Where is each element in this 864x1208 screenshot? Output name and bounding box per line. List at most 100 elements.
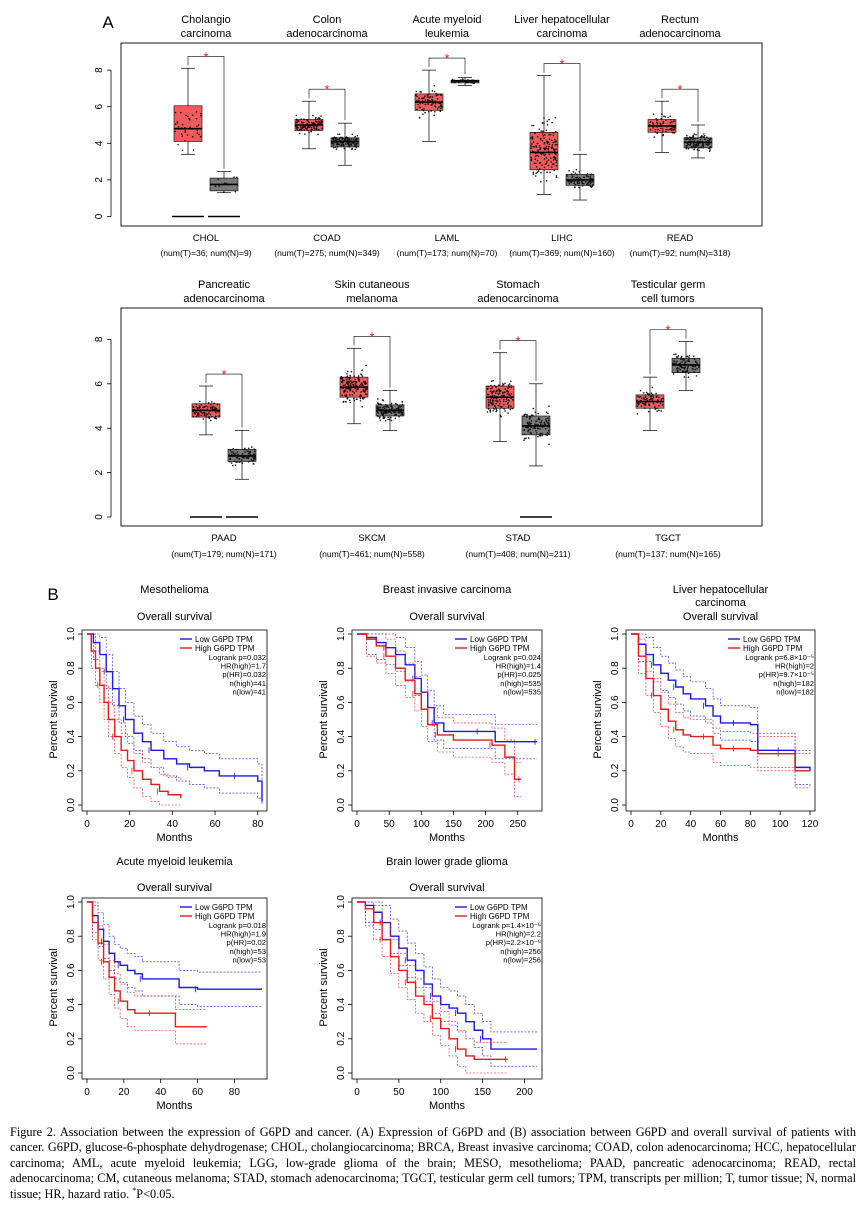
normal-data-point <box>523 433 525 436</box>
normal-data-point <box>686 367 689 369</box>
tumor-data-point <box>176 121 179 123</box>
tumor-data-point <box>650 392 653 395</box>
normal-data-point <box>703 133 705 135</box>
tumor-data-point <box>532 141 535 143</box>
km-title: Acute myeloid leukemia <box>116 856 233 868</box>
tumor-data-point <box>555 141 558 143</box>
km-frame <box>351 897 543 1080</box>
tumor-data-point <box>301 127 303 129</box>
tumor-data-point <box>424 99 427 101</box>
normal-data-point <box>247 447 250 450</box>
high-survival-curve <box>357 633 521 781</box>
tumor-data-point <box>495 402 497 405</box>
legend-high-label: High G6PD TPM <box>470 912 530 921</box>
normal-data-point <box>695 133 697 136</box>
tumor-data-point <box>196 125 198 128</box>
tumor-data-point <box>356 386 359 388</box>
km-x-axis-label: Months <box>702 832 739 844</box>
tumor-data-point <box>552 148 555 150</box>
tumor-data-point <box>544 147 547 149</box>
normal-data-point <box>688 356 690 359</box>
tumor-data-point <box>427 110 430 113</box>
normal-data-point <box>527 430 529 433</box>
tumor-data-point <box>644 396 647 398</box>
normal-data-point <box>535 432 538 434</box>
tumor-data-point <box>548 145 550 148</box>
km-x-tick-label: 40 <box>167 819 179 830</box>
tumor-data-point <box>430 104 433 106</box>
tumor-data-point <box>349 376 352 378</box>
km-y-tick-label: 0.2 <box>336 763 347 777</box>
normal-data-point <box>573 181 576 183</box>
caption-sig-symbol: * <box>132 1185 137 1195</box>
tumor-data-point <box>303 129 305 131</box>
bracket-line <box>205 373 243 428</box>
tumor-data-point <box>504 388 506 390</box>
tumor-data-point <box>501 394 503 397</box>
tumor-data-point <box>195 117 198 120</box>
km-subtitle: Overall survival <box>137 611 212 623</box>
km-y-tick-label: 0.6 <box>66 695 77 709</box>
tumor-data-point <box>553 169 556 172</box>
normal-data-point <box>223 191 225 193</box>
normal-data-point <box>571 173 573 175</box>
tumor-data-point <box>184 131 186 133</box>
normal-data-point <box>381 407 384 409</box>
tumor-data-point <box>353 375 355 377</box>
km-stat-line: HR(high)=1.9 <box>221 930 266 939</box>
boxplot-paad: Pancreatic adenocarcinoma PAAD (num(T)=179;… <box>171 279 277 559</box>
tumor-data-point <box>536 171 539 174</box>
km-x-tick-label: 100 <box>772 819 789 830</box>
tumor-data-point <box>438 106 440 109</box>
tumor-data-point <box>193 409 196 411</box>
normal-data-point <box>547 417 549 419</box>
tumor-data-point <box>498 390 501 393</box>
normal-data-point <box>544 424 547 426</box>
normal-data-point <box>401 412 404 414</box>
km-x-tick-label: 100 <box>413 819 430 830</box>
normal-data-point <box>693 146 695 148</box>
significance-bracket: * <box>543 57 581 152</box>
tumor-data-point <box>215 411 217 414</box>
normal-data-point <box>248 452 251 455</box>
normal-data-point <box>544 427 547 430</box>
tumor-data-point <box>653 406 656 408</box>
normal-data-point <box>354 148 357 151</box>
legend-low-label: Low G6PD TPM <box>195 635 253 644</box>
tumor-data-point <box>493 384 496 387</box>
normal-data-point <box>348 137 351 139</box>
tumor-data-point <box>547 159 550 161</box>
tumor-data-point <box>505 398 508 400</box>
normal-data-point <box>522 425 525 428</box>
tumor-data-point <box>511 396 514 398</box>
normal-data-point <box>235 176 238 179</box>
tumor-data-point <box>659 123 662 126</box>
normal-data-point <box>576 183 579 185</box>
significance-star: * <box>665 323 670 338</box>
tumor-data-point <box>660 113 663 115</box>
km-y-tick-label: 0.8 <box>336 929 347 943</box>
tumor-data-point <box>360 382 363 384</box>
normal-data-point <box>693 358 696 360</box>
tumor-data-point <box>418 106 421 108</box>
km-frame <box>351 629 543 812</box>
tumor-data-point <box>538 168 541 170</box>
normal-data-point <box>566 175 568 177</box>
normal-data-point <box>535 423 537 426</box>
significance-star: * <box>559 57 564 72</box>
km-x-tick-label: 20 <box>118 1087 130 1098</box>
normal-data-point <box>397 411 400 413</box>
tumor-data-point <box>656 122 659 125</box>
km-y-tick-label: 0.2 <box>336 1031 347 1045</box>
normal-data-point <box>344 137 347 140</box>
tumor-data-point <box>343 391 345 393</box>
normal-data-point <box>472 79 475 82</box>
high-ci-lower <box>87 633 181 806</box>
tumor-data-point <box>365 382 368 385</box>
normal-data-point <box>230 462 233 464</box>
normal-data-point <box>527 423 530 426</box>
tumor-data-point <box>348 384 350 387</box>
tumor-data-point <box>439 102 442 105</box>
tumor-data-point <box>653 125 656 128</box>
tumor-data-point <box>308 124 310 127</box>
